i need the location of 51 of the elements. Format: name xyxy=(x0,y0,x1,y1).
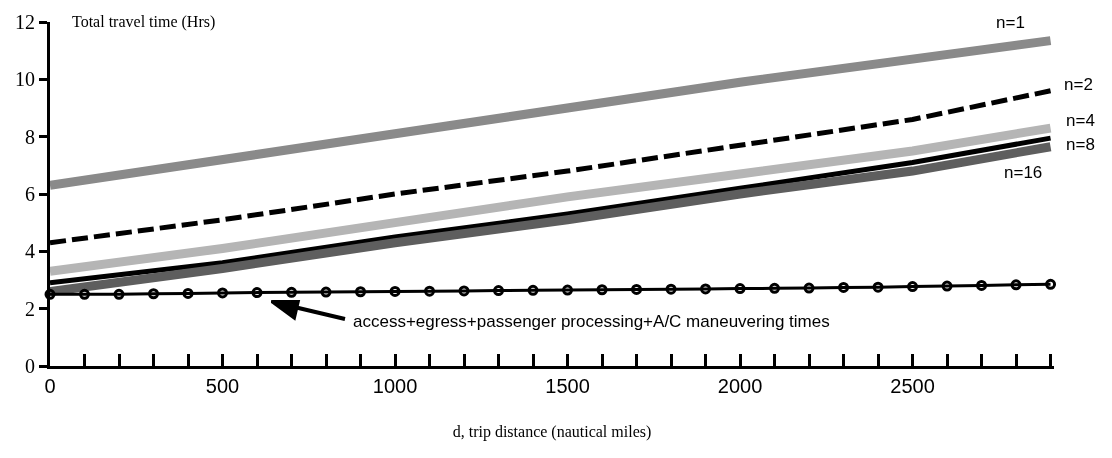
point xyxy=(941,280,953,292)
y-tick-label: 12 xyxy=(15,11,35,33)
point xyxy=(596,284,608,296)
point xyxy=(320,286,332,298)
y-axis-title: Total travel time (Hrs) xyxy=(72,13,216,31)
point xyxy=(286,286,298,298)
y-tick-label: 6 xyxy=(25,183,35,205)
x-tick-label: 0 xyxy=(44,375,56,397)
point xyxy=(458,285,470,297)
y-tick-label: 10 xyxy=(15,68,35,91)
x-tick-label: 500 xyxy=(205,375,240,397)
point xyxy=(527,284,539,296)
point xyxy=(872,281,884,293)
point xyxy=(217,287,229,299)
x-axis-title: d, trip distance (nautical miles) xyxy=(452,422,652,441)
point xyxy=(803,282,815,294)
x-tick-label: 1000 xyxy=(372,375,418,397)
point xyxy=(562,284,574,296)
point xyxy=(631,283,643,295)
series-label: n=4 xyxy=(1066,111,1095,130)
annotation: access+egress+passenger processing+A/C maneuvering times xyxy=(353,312,830,331)
point xyxy=(113,288,125,300)
point xyxy=(665,283,677,295)
y-tick-label: 0 xyxy=(25,355,35,377)
point xyxy=(148,288,160,300)
series-label: n=8 xyxy=(1066,135,1095,154)
point xyxy=(769,282,781,294)
x-tick-label: 1500 xyxy=(545,375,590,397)
point xyxy=(44,288,56,300)
point xyxy=(734,283,746,295)
series-label: n=2 xyxy=(1064,75,1093,94)
point xyxy=(976,279,988,291)
point xyxy=(182,287,194,299)
x-tick-label: 2000 xyxy=(717,375,763,397)
y-tick-label: 8 xyxy=(25,125,35,148)
point xyxy=(424,285,436,297)
point xyxy=(389,285,401,297)
point xyxy=(838,281,850,293)
point xyxy=(700,283,712,295)
y-tick-label: 4 xyxy=(25,240,35,263)
series-label: n=1 xyxy=(996,13,1025,32)
y-tick-label: 2 xyxy=(25,297,35,320)
point xyxy=(1010,279,1022,291)
point xyxy=(493,285,505,297)
point xyxy=(251,287,263,299)
point xyxy=(1045,278,1057,290)
point xyxy=(355,286,367,298)
point xyxy=(79,288,90,300)
series-label: n=16 xyxy=(1004,163,1043,182)
point xyxy=(907,281,919,293)
x-tick-label: 2500 xyxy=(890,375,935,397)
